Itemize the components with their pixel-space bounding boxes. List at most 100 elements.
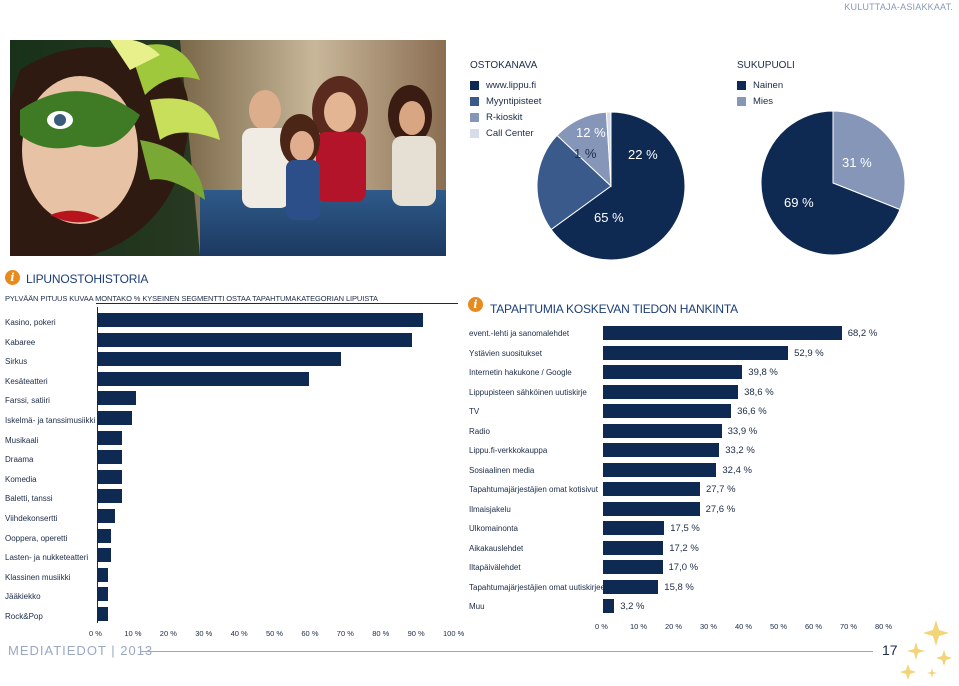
category-label: Klassinen musiikki (5, 572, 71, 582)
bar-muu (603, 599, 615, 613)
info-icon: i (468, 297, 483, 312)
x-tick-label: 30 % (195, 629, 213, 638)
value-label: 33,2 % (725, 445, 755, 456)
bar-klassinen-musiikki (97, 567, 108, 582)
chart-top-rule (96, 303, 458, 304)
bar-farssi-satiiri (97, 391, 136, 406)
sales-channel-pie: 65 % 22 % 12 % 1 % (536, 111, 686, 261)
category-label: Baletti, tanssi (5, 494, 53, 504)
category-label: Draama (5, 455, 34, 465)
bar-iskelmä-ja-tanssimusiikki (97, 411, 133, 425)
legend-item-nainen: Nainen (737, 80, 783, 96)
ticket-history-subtitle: PYLVÄÄN PITUUS KUVAA MONTAKO % KYSEINEN … (5, 294, 378, 303)
bar-kabaree (97, 332, 413, 347)
info-sources-title: TAPAHTUMIA KOSKEVAN TIEDON HANKINTA (490, 302, 738, 316)
legend-swatch (470, 112, 479, 122)
slice-label-myyntipisteet: 22 % (628, 147, 658, 162)
bar-iltapäivälehdet (603, 560, 663, 574)
value-label: 27,7 % (705, 484, 736, 495)
value-label: 17,0 % (668, 562, 699, 573)
category-label: Komedia (5, 474, 37, 484)
value-label: 68,2 % (847, 328, 878, 339)
x-tick-label: 50 % (266, 629, 284, 638)
gender-legend: Nainen Mies (737, 80, 783, 112)
value-label: 32,4 % (722, 464, 752, 476)
pie-slice-mies (832, 110, 906, 211)
bar-ystävien-suositukset (603, 345, 789, 360)
category-label: Jääkiekko (5, 592, 41, 602)
bar-viihdekonsertti (97, 509, 115, 523)
x-tick-label: 60 % (301, 629, 319, 638)
x-tick-label: 10 % (630, 622, 648, 631)
x-tick-label: 80 % (372, 629, 390, 638)
bar-tapahtumajärjestäjien-omat-kotisivut (603, 482, 700, 496)
category-label: Sosiaalinen media (469, 465, 535, 475)
value-label: 39,8 % (748, 367, 778, 378)
bar-sirkus (97, 352, 342, 367)
footer-label: MEDIATIEDOT | 2013 (8, 643, 154, 658)
x-tick-label: 90 % (407, 629, 425, 638)
x-tick-label: 80 % (875, 622, 893, 631)
x-tick-label: 70 % (840, 622, 858, 631)
value-label: 27,6 % (705, 503, 736, 515)
bar-komedia (97, 469, 122, 484)
x-tick-label: 40 % (230, 629, 248, 638)
bar-ilmaisjakelu (603, 501, 700, 516)
value-label: 17,5 % (670, 523, 700, 534)
x-tick-label: 20 % (159, 629, 177, 638)
x-tick-label: 0 % (89, 629, 102, 638)
bar-draama (97, 450, 122, 465)
pie-slice-myyntipisteet (536, 134, 612, 231)
category-label: Ooppera, operetti (5, 533, 68, 543)
category-label: Farssi, satiiri (5, 396, 50, 406)
bar-kasino-pokeri (97, 313, 423, 327)
value-label: 17,2 % (669, 542, 699, 554)
info-icon: i (5, 270, 20, 285)
category-label: Iskelmä- ja tanssimusiikki (5, 416, 96, 425)
x-tick-label: 100 % (443, 629, 465, 638)
category-label: Kasino, pokeri (5, 318, 56, 327)
x-tick-label: 70 % (336, 629, 354, 638)
pie-slice-lippu (550, 111, 686, 261)
category-label: event.-lehti ja sanomalehdet (469, 329, 570, 338)
sales-channel-legend: www.lippu.fi Myyntipisteet R-kioskit Cal… (470, 80, 541, 144)
x-tick-label: 60 % (805, 622, 823, 631)
gender-title: SUKUPUOLI (737, 60, 795, 71)
gender-pie: 69 % 31 % (760, 110, 906, 256)
bar-jääkiekko (97, 587, 108, 602)
legend-item-mies: Mies (737, 96, 783, 112)
bar-lippu-fi-verkkokauppa (603, 443, 720, 457)
category-label: Iltapäivälehdet (469, 563, 521, 572)
value-label: 36,6 % (737, 406, 767, 417)
category-label: Lippu.fi-verkkokauppa (469, 446, 548, 455)
category-label: Tapahtumajärjestäjien omat uutiskirjeet (469, 582, 608, 592)
header-label: KULUTTAJA-ASIAKKAAT. (844, 2, 953, 12)
x-tick-label: 10 % (124, 629, 142, 638)
bar-baletti-tanssi (97, 489, 122, 504)
ticket-history-chart: Kasino, pokeri Kabaree Sirkus Kesäteatteri F… (0, 0, 470, 640)
category-label: Kesäteatteri (5, 376, 48, 386)
x-tick-label: 40 % (735, 622, 753, 631)
bar-ooppera-operetti (97, 528, 112, 543)
legend-swatch (470, 128, 479, 138)
sparkle-decoration (900, 620, 952, 680)
value-label: 33,9 % (727, 425, 758, 437)
slice-label-mies: 31 % (842, 155, 872, 170)
value-label: 52,9 % (794, 347, 824, 359)
value-label: 15,8 % (664, 581, 694, 593)
pie-slices (760, 110, 906, 256)
bar-lasten-ja-nukketeatteri (97, 548, 112, 563)
bar-musikaali (97, 430, 122, 445)
slice-label-lippu: 65 % (594, 210, 624, 225)
bar-lippupisteen-sähköinen-uutiskirje (603, 384, 739, 399)
category-label: Radio (469, 426, 490, 436)
category-label: Muu (469, 602, 485, 611)
legend-swatch (737, 96, 746, 106)
x-tick-label: 50 % (770, 622, 788, 631)
category-label: Tapahtumajärjestäjien omat kotisivut (469, 485, 598, 494)
category-label: Ystävien suositukset (469, 348, 542, 358)
legend-item-lippu: www.lippu.fi (470, 80, 541, 96)
slice-label-call-center: 1 % (574, 146, 597, 161)
category-label: Lasten- ja nukketeatteri (5, 553, 89, 563)
bar-radio (603, 423, 722, 438)
